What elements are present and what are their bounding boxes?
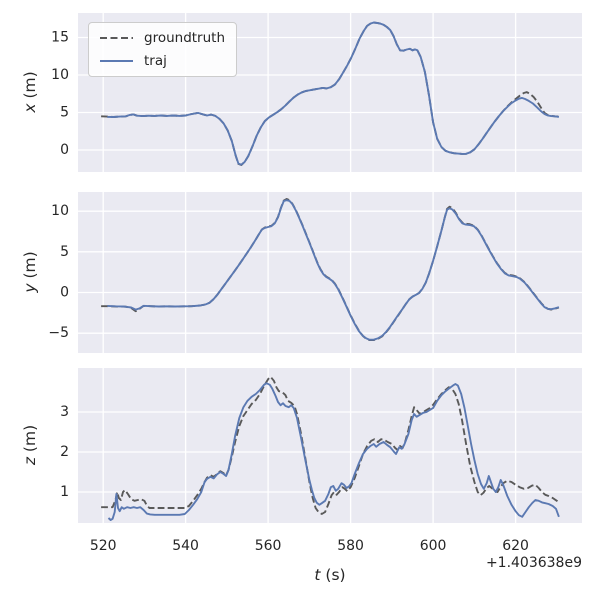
- x-axis-label: x (m): [21, 71, 39, 112]
- svg-text:10: 10: [51, 67, 69, 83]
- z-axis-label-var: z: [21, 456, 39, 466]
- z-axis-label-unit: (m): [21, 424, 39, 457]
- y-axis-label-var: y: [21, 283, 39, 293]
- z-position-chart: 1 2 3 520 540 560 580 600 620: [60, 368, 582, 554]
- svg-text:1: 1: [60, 484, 69, 500]
- svg-text:5: 5: [60, 105, 69, 121]
- svg-text:580: 580: [337, 538, 364, 554]
- svg-text:10: 10: [51, 203, 69, 219]
- x-axis-label-unit: (m): [21, 71, 39, 104]
- time-axis-label: t (s): [78, 566, 582, 584]
- svg-text:0: 0: [60, 142, 69, 158]
- svg-text:5: 5: [60, 244, 69, 260]
- svg-text:−5: −5: [48, 325, 69, 341]
- svg-text:520: 520: [90, 538, 117, 554]
- legend-item-traj: traj: [100, 53, 225, 69]
- x-axis-label-var: x: [21, 103, 39, 113]
- legend-label-traj: traj: [144, 53, 167, 70]
- z-axis-label: z (m): [21, 425, 39, 465]
- svg-text:560: 560: [255, 538, 282, 554]
- svg-text:15: 15: [51, 30, 69, 46]
- legend-label-groundtruth: groundtruth: [144, 30, 226, 46]
- svg-text:540: 540: [172, 538, 199, 554]
- legend: groundtruth traj: [88, 22, 238, 78]
- y-position-chart: −5 0 5 10: [48, 192, 582, 353]
- dashed-line-sample-icon: [100, 37, 133, 40]
- svg-text:2: 2: [60, 444, 69, 460]
- solid-line-sample-icon: [100, 60, 133, 63]
- svg-text:600: 600: [420, 538, 447, 554]
- svg-text:0: 0: [60, 285, 69, 301]
- y-axis-label: y (m): [21, 251, 39, 292]
- svg-text:3: 3: [60, 404, 69, 420]
- svg-text:620: 620: [502, 538, 529, 554]
- time-axis-label-var: t: [314, 566, 321, 584]
- y-axis-label-unit: (m): [21, 251, 39, 284]
- legend-item-groundtruth: groundtruth: [100, 30, 225, 46]
- time-axis-label-unit: (s): [320, 566, 346, 584]
- axis-offset-text: +1.403638e9: [485, 555, 582, 571]
